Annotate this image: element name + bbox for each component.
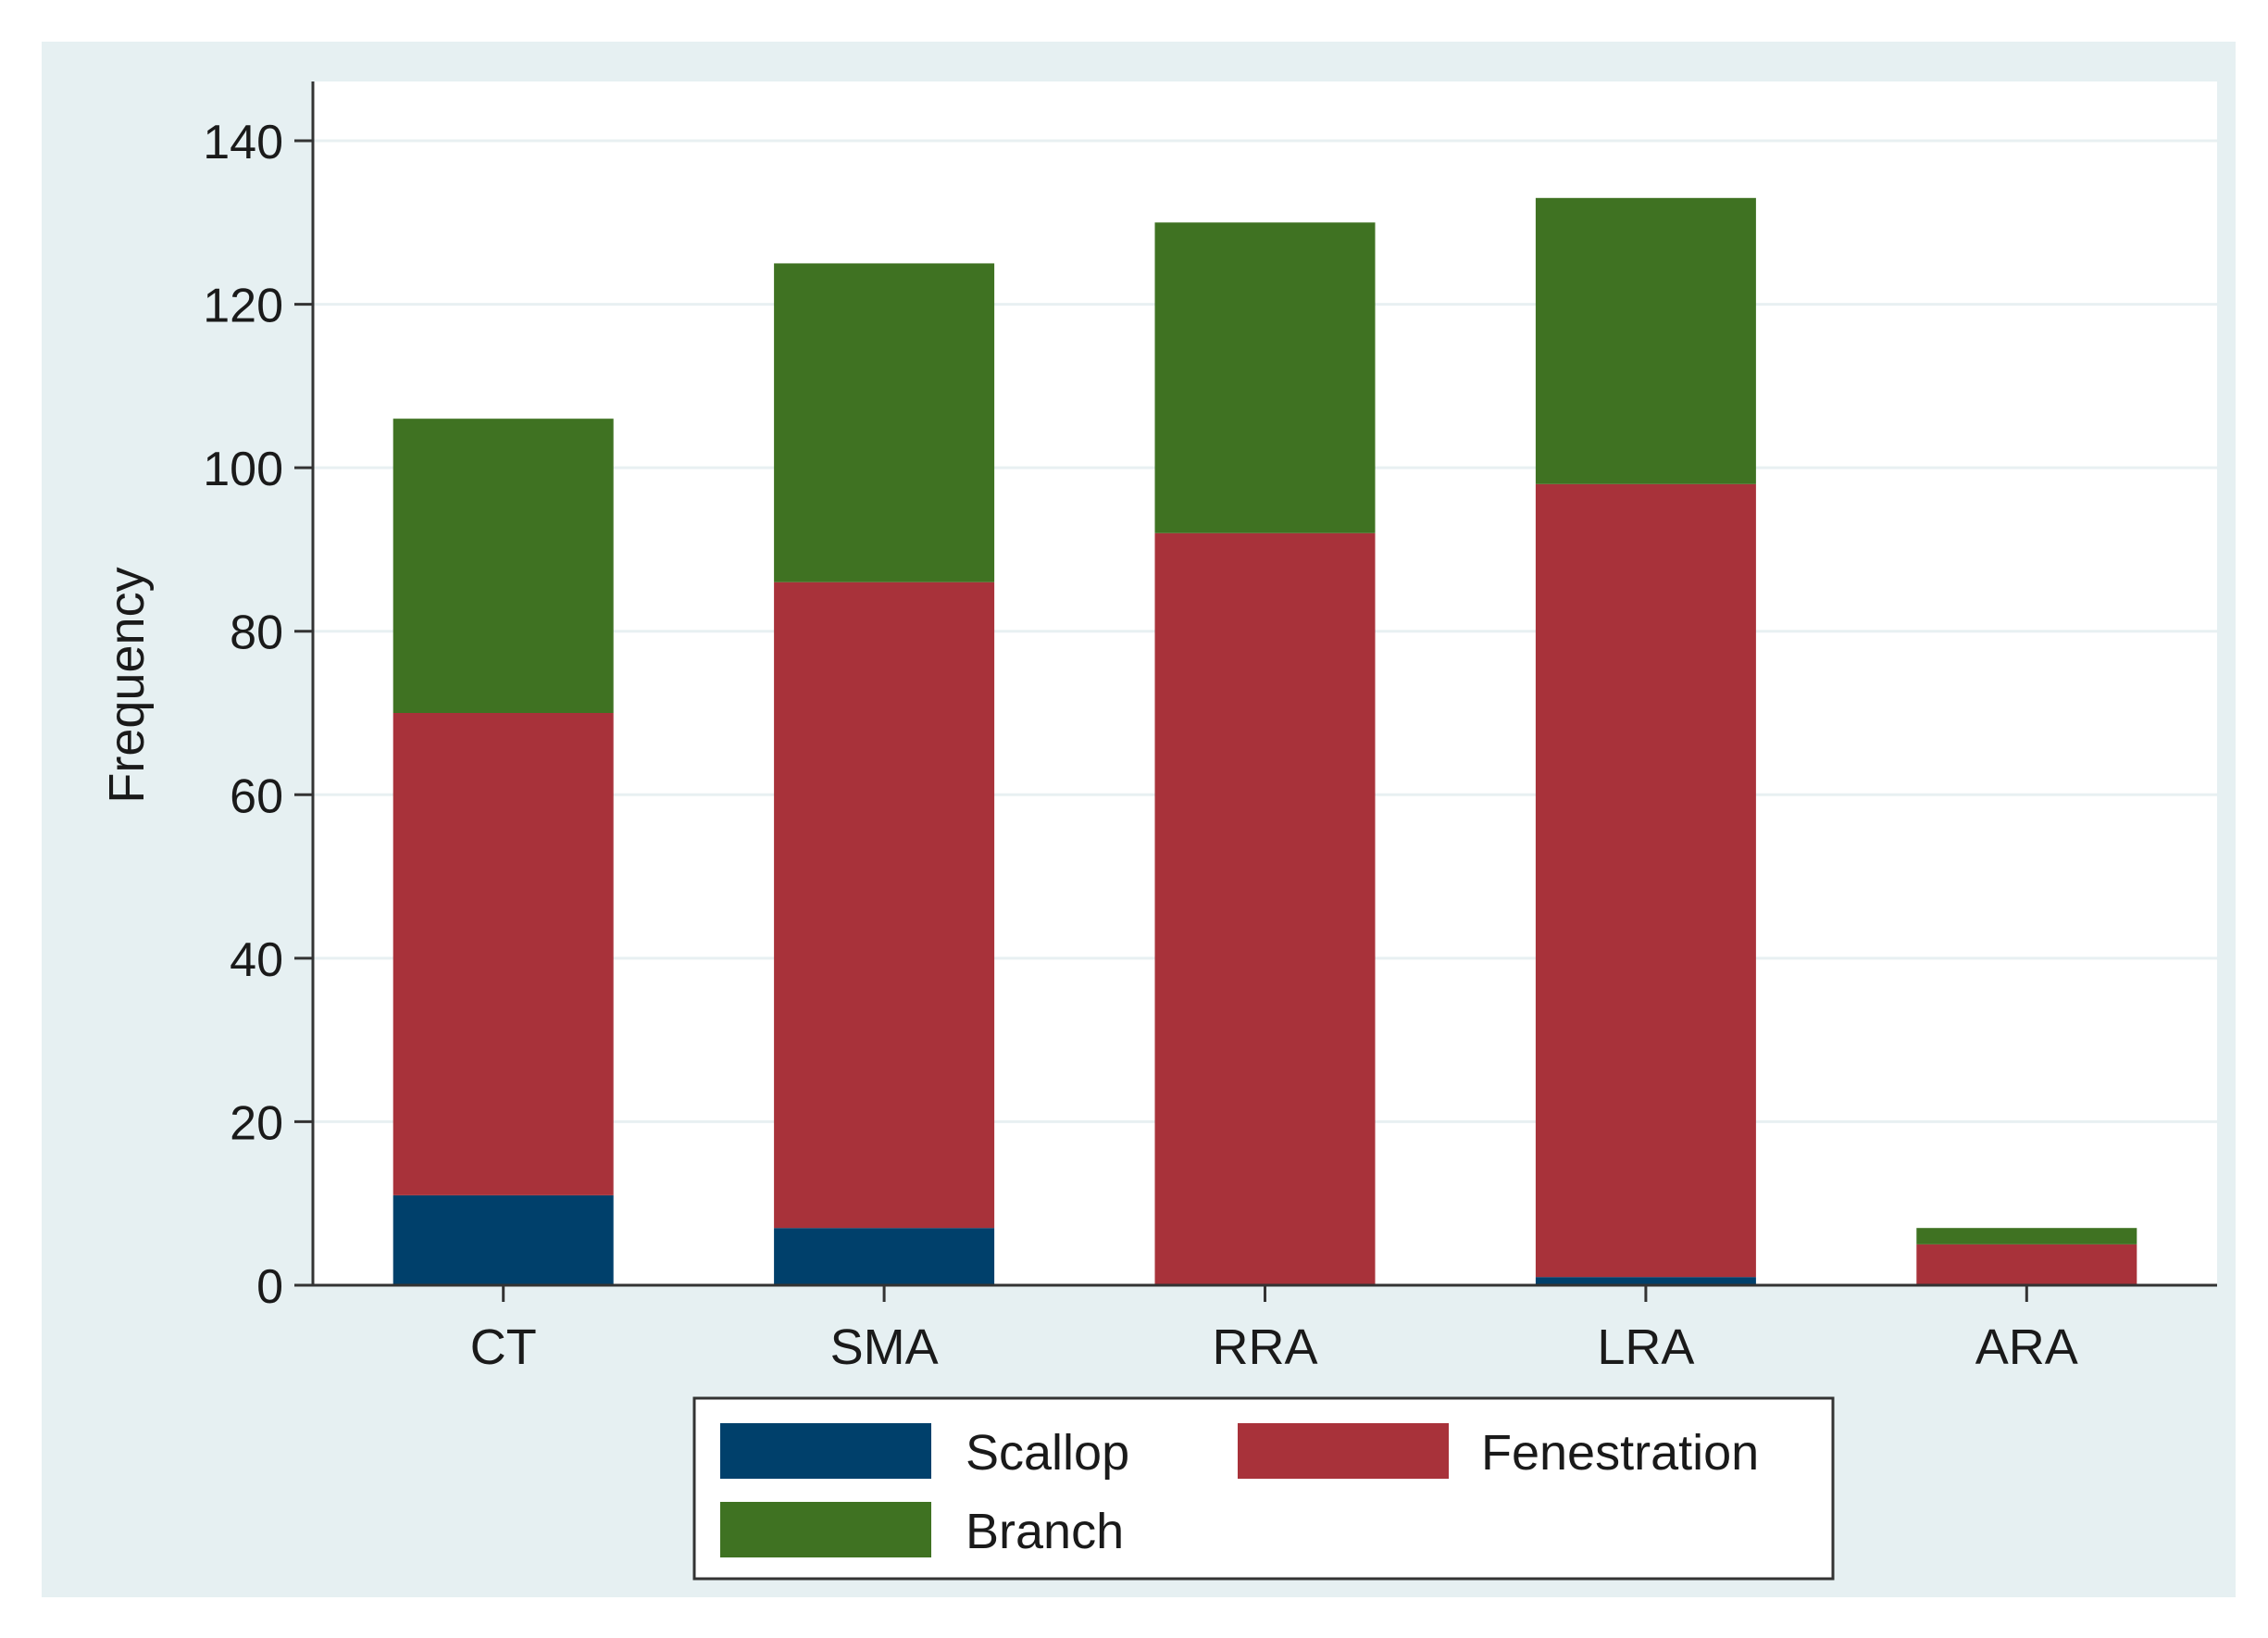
y-tick-label: 20 [230, 1096, 283, 1150]
y-tick-label: 140 [203, 116, 283, 169]
legend-swatch-scallop [720, 1423, 931, 1479]
y-tick-label: 100 [203, 443, 283, 496]
bar-lra-fenestration [1535, 483, 1756, 1278]
bars [393, 197, 2137, 1285]
bar-sma-fenestration [774, 581, 995, 1229]
bar-rra-branch [1154, 222, 1376, 533]
bar-ct-fenestration [393, 713, 614, 1195]
x-tick-label-rra: RRA [1212, 1319, 1317, 1375]
legend-swatch-fenestration [1238, 1423, 1449, 1479]
bar-rra-fenestration [1154, 532, 1376, 1285]
x-tick-label-sma: SMA [830, 1319, 939, 1375]
bar-lra-scallop [1535, 1277, 1756, 1285]
bar-ct-scallop [393, 1194, 614, 1285]
y-tick-label: 120 [203, 280, 283, 333]
bar-sma-branch [774, 263, 995, 582]
legend-label-fenestration: Fenestration [1481, 1425, 1759, 1481]
y-tick-label: 80 [230, 606, 283, 660]
y-tick-label: 60 [230, 769, 283, 823]
y-ticks: 0 20 40 60 80 100 120 140 [203, 116, 313, 1314]
bar-ara-fenestration [1916, 1244, 2137, 1285]
legend-swatch-branch [720, 1502, 931, 1557]
bar-ara-branch [1916, 1228, 2137, 1244]
x-ticks: CT SMA RRA LRA ARA [470, 1285, 2078, 1375]
x-tick-label-ct: CT [470, 1319, 537, 1375]
x-tick-label-ara: ARA [1975, 1319, 2078, 1375]
x-tick-label-lra: LRA [1597, 1319, 1694, 1375]
legend-label-branch: Branch [966, 1504, 1124, 1559]
bar-ct-branch [393, 419, 614, 713]
bar-lra-branch [1535, 197, 1756, 484]
y-tick-label: 0 [256, 1260, 283, 1314]
y-axis-label: Frequency [99, 567, 155, 803]
legend-label-scallop: Scallop [966, 1425, 1129, 1481]
y-tick-label: 40 [230, 933, 283, 987]
bar-sma-scallop [774, 1228, 995, 1285]
legend: Scallop Fenestration Branch [692, 1396, 1835, 1581]
